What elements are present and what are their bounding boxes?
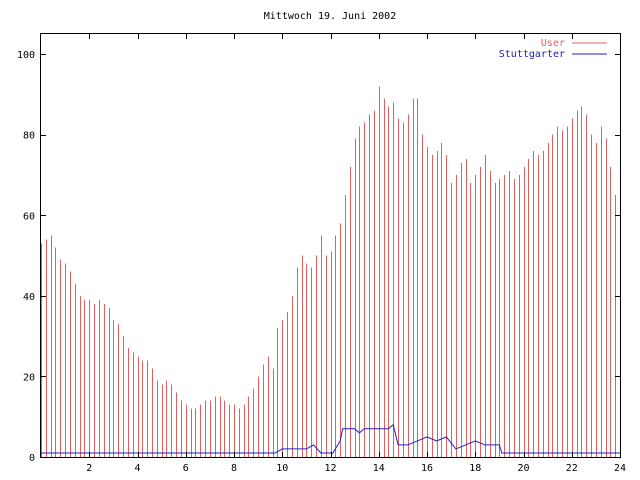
x-tick-label: 6	[183, 463, 189, 474]
x-tick-label: 12	[324, 463, 336, 474]
x-tick-label: 18	[469, 463, 481, 474]
y-tick-label: 60	[23, 211, 35, 222]
y-tick-label: 0	[29, 453, 35, 464]
y-tick-label: 80	[23, 131, 35, 142]
x-tick-label: 2	[86, 463, 92, 474]
y-tick-label: 100	[17, 50, 35, 61]
x-tick-label: 20	[517, 463, 529, 474]
x-tick-label: 10	[276, 463, 288, 474]
legend-label-stuttgarter: Stuttgarter	[499, 49, 565, 60]
series-line-stuttgarter	[41, 423, 620, 454]
y-axis: 0 20 40 60 80 100	[17, 50, 620, 464]
x-tick-label: 4	[134, 463, 140, 474]
x-tick-label: 14	[373, 463, 385, 474]
y-tick-label: 40	[23, 292, 35, 303]
lines-layer	[41, 423, 620, 454]
x-axis: 2 4 6 8 10 12 14 16 18 20 22 24	[86, 34, 626, 474]
x-tick-label: 8	[231, 463, 237, 474]
legend-label-user: User	[541, 38, 565, 49]
x-tick-label: 16	[421, 463, 433, 474]
x-tick-label: 22	[566, 463, 578, 474]
bars-layer	[41, 86, 621, 457]
chart-title: Mittwoch 19. Juni 2002	[264, 11, 396, 22]
plot-frame	[40, 33, 621, 458]
y-tick-label: 20	[23, 372, 35, 383]
x-tick-label: 24	[614, 463, 626, 474]
